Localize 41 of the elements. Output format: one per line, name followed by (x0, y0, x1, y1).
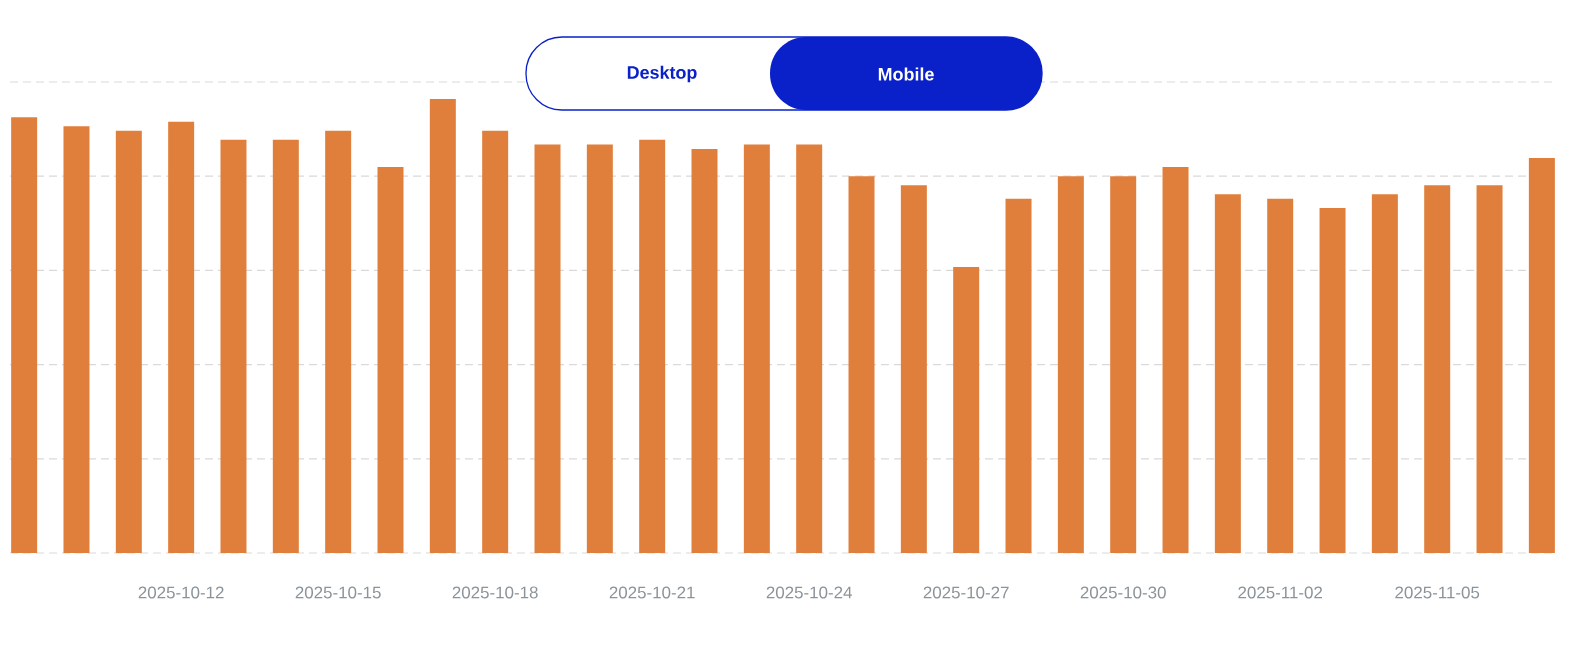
bar (639, 139, 666, 553)
bar (534, 144, 561, 553)
bar (953, 266, 980, 553)
bar (168, 121, 195, 553)
bar (63, 126, 90, 553)
bar (743, 144, 770, 553)
x-tick-label: 2025-10-30 (1080, 586, 1166, 599)
x-tick-label: 2025-10-21 (609, 586, 695, 599)
bar (1319, 207, 1346, 553)
bar (1528, 158, 1555, 553)
bar (1057, 176, 1084, 553)
bar (429, 98, 456, 553)
x-tick-label: 2025-11-02 (1238, 586, 1323, 599)
bar (11, 117, 38, 553)
bar (115, 130, 142, 553)
x-tick-label: 2025-10-27 (923, 586, 1009, 599)
bar (272, 139, 299, 553)
bar (1267, 198, 1294, 553)
bar (691, 148, 718, 553)
bar (1424, 185, 1451, 553)
text: Mobile (878, 67, 934, 81)
x-tick-label: 2025-11-05 (1395, 586, 1480, 599)
bar (848, 176, 875, 553)
text: Desktop (627, 65, 697, 83)
x-tick-label: 2025-10-12 (138, 586, 224, 599)
bar (1110, 176, 1137, 553)
bar (325, 130, 352, 553)
bar (900, 185, 927, 553)
bar (482, 130, 509, 553)
bar (377, 167, 404, 553)
x-tick-label: 2025-10-15 (295, 586, 381, 599)
bar (1162, 167, 1189, 553)
bar (1214, 194, 1241, 553)
bar (796, 144, 823, 553)
x-tick-label: 2025-10-18 (452, 586, 538, 599)
bar (1371, 194, 1398, 553)
x-tick-label: 2025-10-24 (766, 586, 852, 599)
bar (220, 139, 247, 553)
bar (1005, 198, 1032, 553)
bar (586, 144, 613, 553)
bar (1476, 185, 1503, 553)
